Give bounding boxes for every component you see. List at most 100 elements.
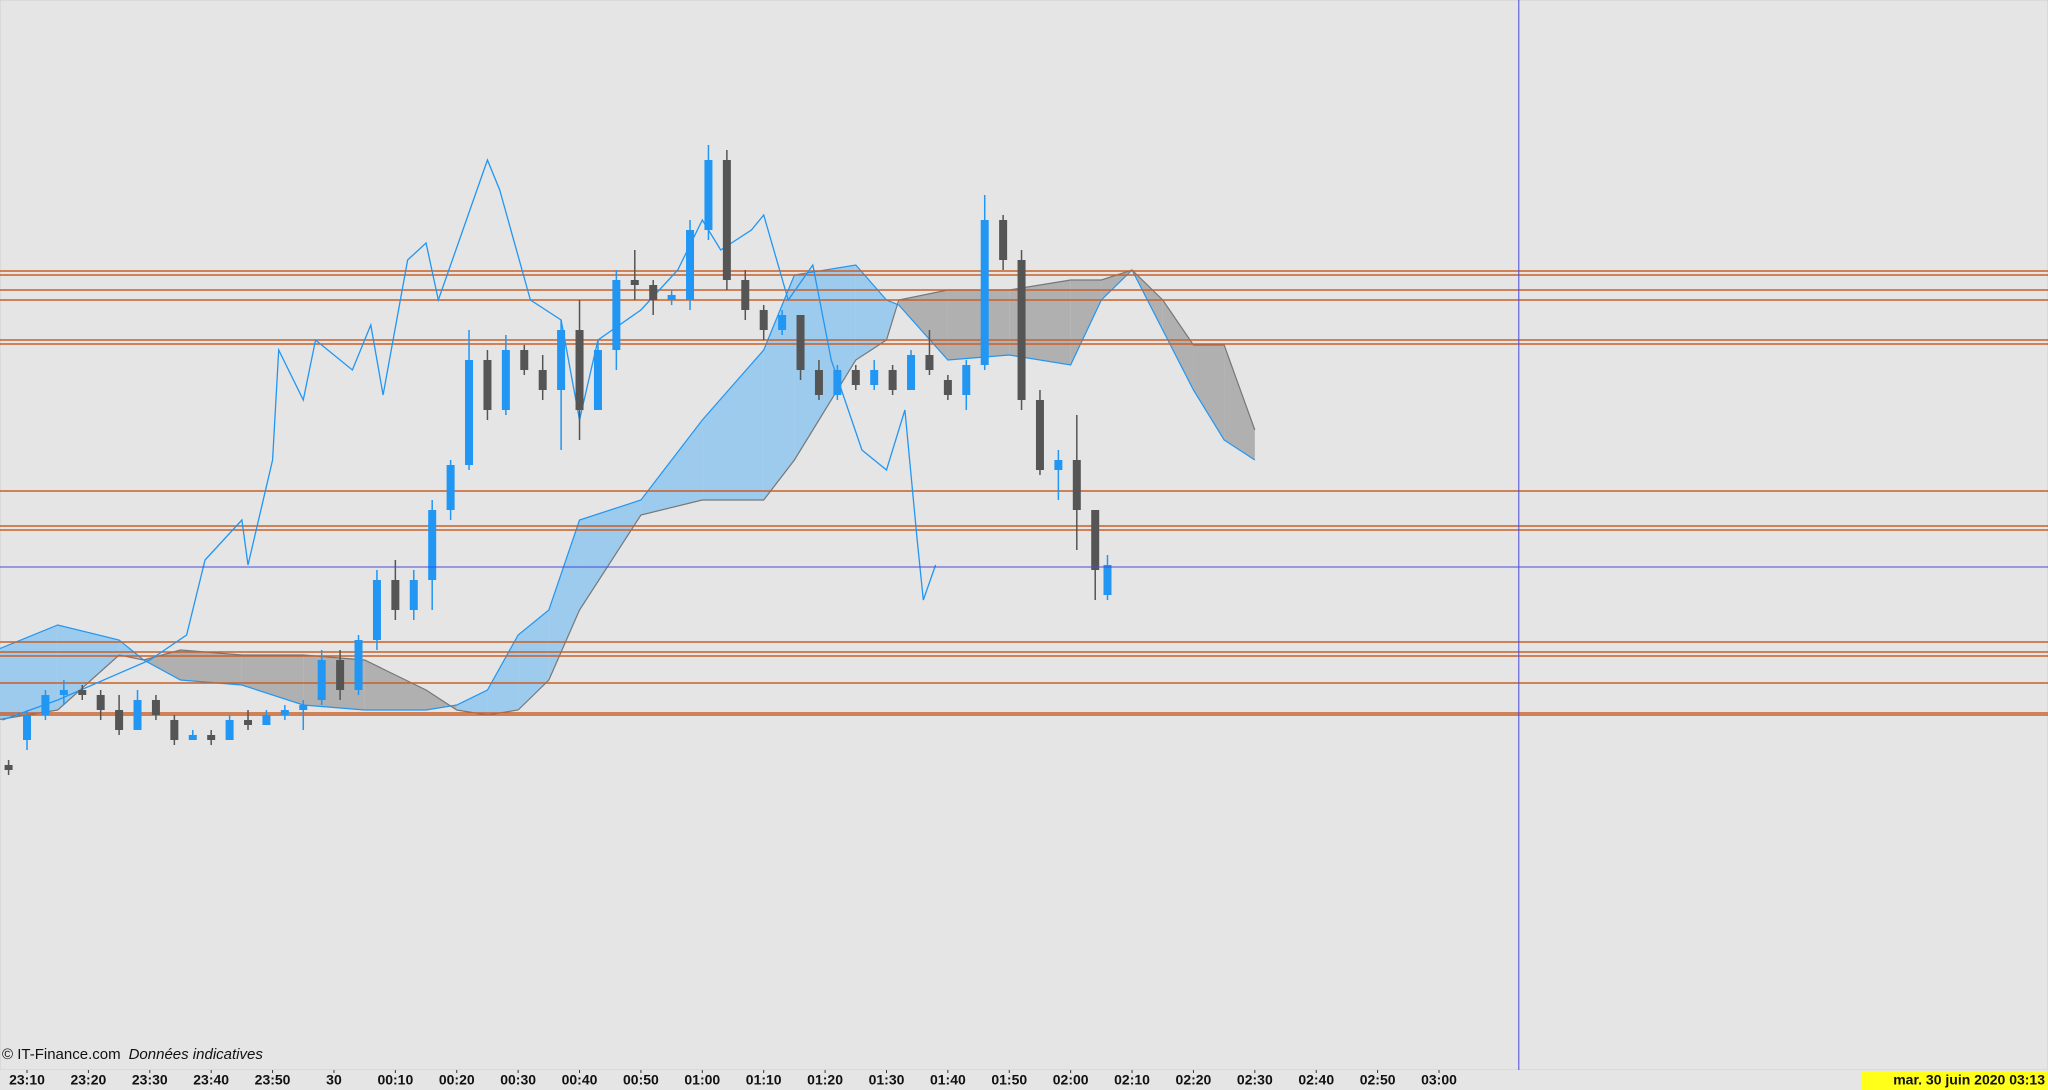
cloud-segment [241,655,304,705]
x-tick-label: 23:40 [193,1072,229,1088]
cloud-segment [1224,345,1255,460]
candle-body [23,715,32,740]
candle-body [1017,260,1026,400]
span-a-line [0,264,1256,711]
candle-body [1035,400,1044,470]
candle-body [593,350,602,410]
cloud-segment [947,290,1010,360]
x-tick-label: 02:00 [1053,1072,1089,1088]
x-tick-label: 01:20 [807,1072,843,1088]
cursor-label: mar. 30 juin 2020 03:13 [1893,1072,2045,1088]
note-text: Données indicatives [129,1046,264,1063]
tenkan-line [2,158,937,721]
candle-body [501,350,510,410]
cloud-segment [794,265,856,460]
cloud-segment [1193,345,1225,440]
x-tick-label: 01:30 [869,1072,905,1088]
x-tick-label: 00:20 [439,1072,475,1088]
candle-body [96,695,105,710]
candle-body [336,660,345,690]
candle-body [4,765,13,770]
axis-layer: 23:10 23:20 23:30 23:40 23:50 30 00:10 00:20 00:… [9,1070,1457,1088]
candle-body [741,280,750,310]
candle-body [538,370,547,390]
x-tick-label: 01:10 [746,1072,782,1088]
candle-body [925,355,934,370]
cloud-segment [548,520,580,680]
cloud-segment [364,660,427,710]
cloud-segment [855,265,887,360]
cloud-segment [1162,300,1194,390]
candle-body [446,465,455,510]
candle-body [115,710,124,730]
candle-body [575,330,584,410]
x-tick-label: 23:50 [255,1072,291,1088]
cloud-segment [456,690,488,715]
candle-body [225,720,234,740]
candle-body [943,380,952,395]
cloud-segment [579,500,641,610]
span-b-line [0,269,1256,721]
candle-body [814,370,823,395]
candle-body [612,280,621,350]
candle-body [170,720,179,740]
candle-body [428,510,437,580]
candle-body [1091,510,1100,570]
candle-body [796,315,805,370]
candle-body [465,360,474,465]
x-tick-label: 00:50 [623,1072,659,1088]
candle-body [354,640,363,690]
candle-body [409,580,418,610]
candle-body [759,310,768,330]
candle-body [980,220,989,365]
copyright: © IT-Finance.com Données indicatives [2,1046,263,1063]
x-tick-label: 02:20 [1176,1072,1212,1088]
candle-body [391,580,400,610]
candle-body [851,370,860,385]
x-tick-label: 23:20 [70,1072,106,1088]
candle-body [686,230,695,300]
candle-body [667,295,676,300]
candle-body [1072,460,1081,510]
candle-body [722,160,731,280]
x-tick-label: 23:10 [9,1072,45,1088]
candle-body [907,355,916,390]
x-tick-label: 02:40 [1298,1072,1334,1088]
candle-body [133,700,142,730]
cloud-segment [763,275,795,500]
cloud-segment [898,290,948,360]
x-tick-label: 01:00 [684,1072,720,1088]
candle-body [888,370,897,390]
cloud-segment [57,625,120,710]
cloud-segment [702,350,764,500]
candle-body [244,720,253,725]
x-tick-label: 00:40 [562,1072,598,1088]
candle-body [649,285,658,300]
candle-body [557,330,566,390]
x-tick-label: 01:50 [991,1072,1027,1088]
cursor-label-box [1862,1071,2048,1090]
candle-body [1054,460,1063,470]
candle-body [999,220,1008,260]
candle-body [280,710,289,715]
cloud-segment [518,610,549,710]
candle-body [317,660,326,700]
copyright-text: © IT-Finance.com [2,1046,121,1063]
x-tick-label: 00:10 [377,1072,413,1088]
x-axis [0,1070,2048,1090]
candle-body [870,370,879,385]
candle-body [778,315,787,330]
cloud-segment [180,650,242,685]
candle-body [704,160,713,230]
candle-body [41,695,50,715]
candle-layer [4,145,1112,775]
candle-body [962,365,971,395]
candle-body [833,370,842,395]
x-tick-label: 00:30 [500,1072,536,1088]
candle-body [520,350,529,370]
x-tick-label: 02:10 [1114,1072,1150,1088]
candle-body [1103,565,1112,595]
